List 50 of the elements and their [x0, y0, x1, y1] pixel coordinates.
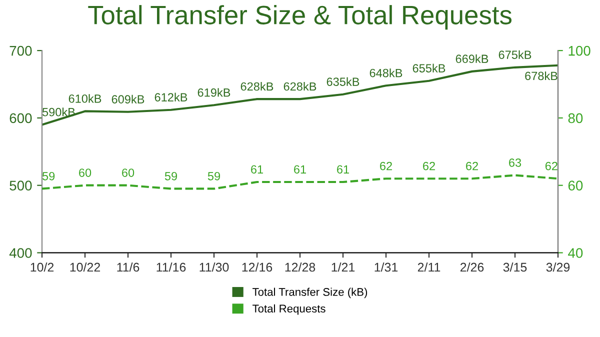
y-tick-label: 500	[10, 180, 32, 191]
data-label: 655kB	[412, 64, 446, 72]
x-tick-label: 10/22	[70, 262, 100, 272]
data-label: 635kB	[326, 77, 360, 86]
x-tick-label: 11/16	[156, 262, 186, 272]
x-tick-label: 12/16	[242, 262, 272, 272]
x-tick-label: 11/6	[117, 262, 140, 272]
y-tick-label: 400	[9, 248, 32, 258]
x-tick-label: 1/21	[332, 262, 355, 272]
x-tick-label: 12/28	[285, 262, 316, 272]
y2-tick-label: 100	[568, 46, 590, 56]
data-label: 669kB	[456, 54, 488, 64]
x-tick-label: 1/31	[374, 262, 398, 272]
y2-tick-label: 60	[568, 180, 583, 191]
y-tick-label: 700	[10, 46, 32, 56]
x-tick-label: 3/29	[546, 262, 570, 272]
legend-label: Total Transfer Size (kB)	[252, 288, 368, 298]
data-label: 60	[122, 168, 134, 177]
data-label: 612kB	[154, 92, 188, 102]
legend-label: Total Requests	[252, 304, 326, 315]
y-tick-label: 600	[10, 113, 32, 124]
chart-title: Total Transfer Size & Total Requests	[88, 5, 512, 30]
data-label: 62	[466, 162, 478, 170]
x-tick-label: 2/11	[418, 262, 440, 272]
data-label: 61	[251, 165, 263, 174]
data-label: 628kB	[284, 82, 316, 91]
x-tick-label: 10/2	[30, 262, 54, 272]
x-tick-label: 3/15	[503, 262, 527, 272]
data-label: 59	[42, 172, 55, 180]
line-series	[42, 64, 558, 126]
y2-tick-label: 80	[568, 113, 583, 124]
data-label: 62	[545, 162, 558, 170]
data-label: 609kB	[112, 94, 144, 104]
data-label: 678kB	[525, 71, 558, 80]
data-label: 63	[509, 158, 522, 167]
x-tick-label: 2/26	[460, 262, 484, 272]
data-label: 59	[208, 172, 220, 180]
x-tick-label: 11/30	[200, 262, 229, 272]
data-label: 61	[294, 165, 306, 174]
data-label: 675kB	[498, 50, 532, 59]
data-label: 62	[423, 162, 435, 170]
data-label: 628kB	[240, 82, 274, 91]
data-label: 62	[380, 162, 392, 170]
y2-tick-label: 40	[568, 248, 583, 258]
data-label: 59	[164, 172, 178, 180]
data-label: 648kB	[370, 68, 402, 78]
data-label: 60	[79, 168, 92, 177]
data-label: 610kB	[68, 94, 102, 103]
data-label: 61	[337, 165, 349, 174]
data-label: 619kB	[198, 88, 230, 97]
